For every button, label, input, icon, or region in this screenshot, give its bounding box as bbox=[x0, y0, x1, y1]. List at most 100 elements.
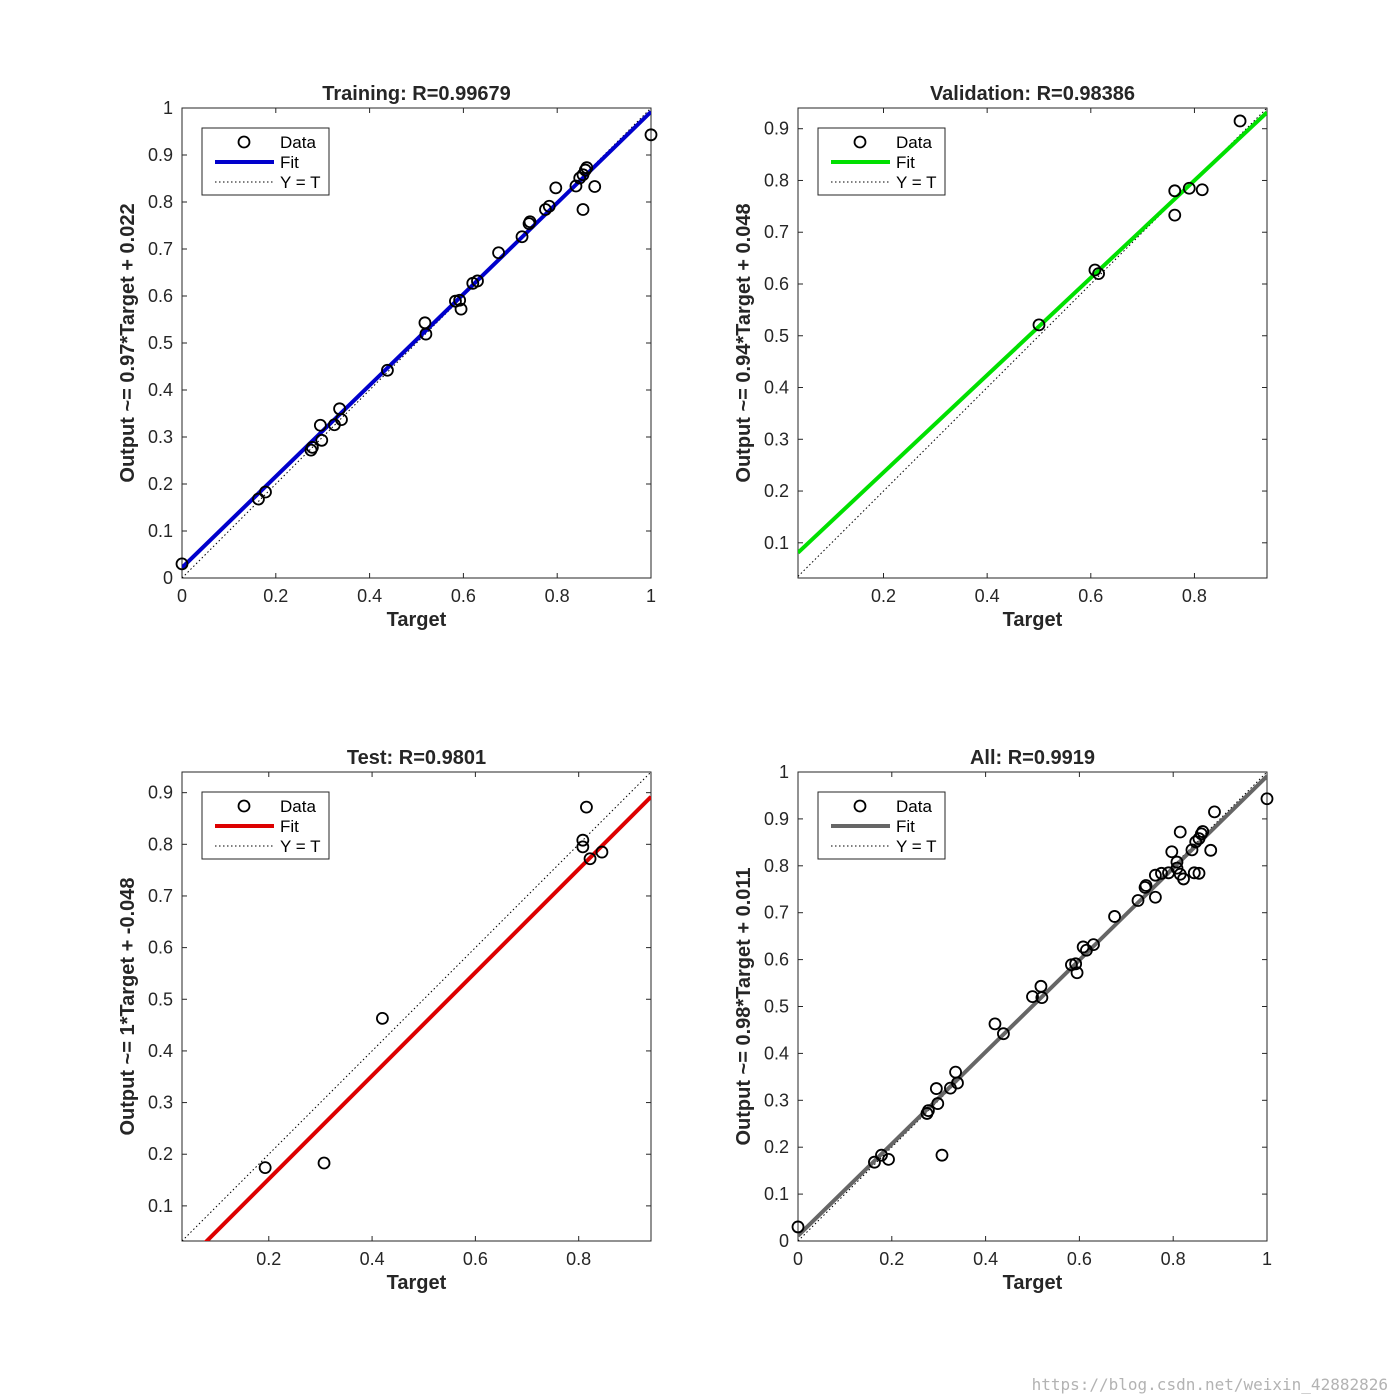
x-tick-label: 0.6 bbox=[451, 586, 476, 606]
data-point bbox=[1108, 910, 1121, 923]
y-tick-label: 0.1 bbox=[764, 1184, 789, 1204]
fit-line bbox=[798, 774, 1267, 1238]
y-tick-label: 0.8 bbox=[764, 170, 789, 190]
x-tick-label: 0.6 bbox=[463, 1249, 488, 1269]
data-point bbox=[175, 557, 189, 571]
x-tick-label: 0.2 bbox=[879, 1249, 904, 1269]
y-tick-label: 0.6 bbox=[764, 950, 789, 970]
data-point bbox=[252, 492, 265, 506]
data-point bbox=[791, 1220, 805, 1234]
y-tick-label: 0 bbox=[779, 1231, 789, 1251]
y-tick-label: 0.6 bbox=[764, 274, 789, 294]
y-tick-label: 0.7 bbox=[148, 239, 173, 259]
data-point bbox=[1185, 843, 1199, 857]
data-point bbox=[515, 230, 529, 244]
x-tick-label: 0 bbox=[177, 586, 187, 606]
y-tick-label: 0.1 bbox=[148, 521, 173, 541]
y-tick-label: 0.5 bbox=[148, 989, 173, 1009]
legend-identity-label: Y = T bbox=[280, 173, 320, 192]
y-axis-label: Output ~= 0.98*Target + 0.011 bbox=[733, 867, 755, 1145]
legend-data-marker bbox=[237, 799, 251, 813]
legend-data-marker bbox=[237, 135, 251, 149]
data-point bbox=[1187, 866, 1201, 880]
data-point bbox=[1069, 957, 1083, 971]
chart-title: Test: R=0.9801 bbox=[347, 747, 486, 769]
y-tick-label: 0.7 bbox=[148, 886, 173, 906]
y-tick-label: 0.8 bbox=[148, 192, 173, 212]
data-point bbox=[929, 1082, 943, 1095]
data-point bbox=[376, 1011, 389, 1025]
data-point bbox=[1192, 866, 1206, 880]
data-point bbox=[419, 327, 433, 341]
data-point bbox=[935, 1148, 949, 1162]
y-tick-label: 0.5 bbox=[764, 326, 789, 346]
data-point bbox=[1195, 183, 1209, 197]
data-point bbox=[1131, 894, 1145, 907]
data-point bbox=[1170, 861, 1184, 875]
data-point bbox=[1173, 825, 1187, 839]
data-point bbox=[1170, 855, 1184, 869]
y-tick-label: 0.2 bbox=[148, 474, 173, 494]
data-point bbox=[997, 1027, 1010, 1041]
y-tick-label: 0.9 bbox=[148, 145, 173, 165]
data-point bbox=[882, 1152, 895, 1166]
y-tick-label: 0.3 bbox=[148, 427, 173, 447]
data-point bbox=[539, 203, 552, 216]
plot-4: 0 0.2 0.4 0.6 0.8 1 0 0.1 0.2 0.3 0.4 0.5 0.6 0.7 0.8 0… bbox=[733, 747, 1274, 1294]
data-point bbox=[644, 128, 658, 142]
plot-2: 0.2 0.4 0.6 0.8 0.1 0.2 0.3 0.4 0.5 0.6 0.7 0.8 0.9 V… bbox=[733, 83, 1268, 631]
x-tick-label: 0.4 bbox=[360, 1249, 385, 1269]
x-tick-label: 0.4 bbox=[357, 586, 382, 606]
y-tick-label: 0.9 bbox=[764, 119, 789, 139]
data-point bbox=[1204, 843, 1218, 857]
legend-fit-label: Fit bbox=[280, 153, 299, 172]
y-axis-label: Output ~= 1*Target + -0.048 bbox=[117, 877, 139, 1135]
legend-data-label: Data bbox=[896, 797, 932, 816]
data-point bbox=[492, 246, 505, 260]
y-tick-label: 0.3 bbox=[764, 1090, 789, 1110]
data-point bbox=[1087, 938, 1100, 951]
data-point bbox=[523, 215, 537, 229]
legend-data-marker bbox=[853, 799, 867, 813]
x-tick-label: 0.8 bbox=[1161, 1249, 1186, 1269]
data-point bbox=[313, 418, 327, 432]
legend-fit-label: Fit bbox=[280, 817, 299, 836]
legend-fit-label: Fit bbox=[896, 153, 915, 172]
y-tick-label: 0.5 bbox=[764, 997, 789, 1017]
y-tick-label: 1 bbox=[163, 98, 173, 118]
y-tick-label: 0.9 bbox=[148, 783, 173, 803]
x-tick-label: 0.2 bbox=[256, 1249, 281, 1269]
data-point bbox=[1155, 866, 1168, 880]
fit-line bbox=[798, 110, 1267, 555]
data-point bbox=[453, 293, 467, 307]
data-point bbox=[1168, 184, 1182, 198]
y-tick-label: 0.1 bbox=[148, 1196, 173, 1216]
y-tick-label: 0.2 bbox=[764, 1137, 789, 1157]
legend-identity-label: Y = T bbox=[896, 837, 936, 856]
y-tick-label: 1 bbox=[779, 762, 789, 782]
x-tick-label: 0.4 bbox=[975, 586, 1000, 606]
x-tick-label: 0.8 bbox=[545, 586, 570, 606]
data-point bbox=[1035, 991, 1049, 1004]
data-point bbox=[454, 302, 468, 316]
y-tick-label: 0.4 bbox=[764, 1043, 789, 1063]
y-tick-label: 0.2 bbox=[764, 481, 789, 501]
x-tick-label: 0.8 bbox=[566, 1249, 591, 1269]
data-point bbox=[1032, 318, 1046, 332]
data-point bbox=[259, 485, 272, 499]
data-point bbox=[471, 274, 484, 288]
data-point bbox=[1148, 868, 1162, 882]
data-point bbox=[1177, 872, 1190, 886]
y-tick-label: 0.2 bbox=[148, 1144, 173, 1164]
y-tick-label: 0.6 bbox=[148, 938, 173, 958]
data-point bbox=[576, 833, 590, 847]
plot-area bbox=[182, 772, 651, 1241]
data-point bbox=[875, 1148, 888, 1162]
data-point bbox=[1168, 208, 1182, 222]
data-point bbox=[1026, 990, 1039, 1004]
y-tick-label: 0.7 bbox=[764, 222, 789, 242]
data-point bbox=[1196, 825, 1210, 838]
y-tick-label: 0.9 bbox=[764, 809, 789, 829]
y-tick-label: 0.8 bbox=[764, 856, 789, 876]
